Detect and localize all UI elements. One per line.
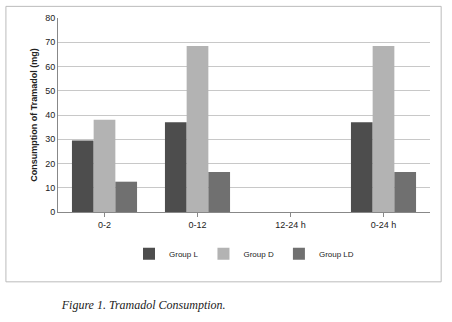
svg-text:Group L: Group L [169, 250, 198, 259]
svg-text:0-2: 0-2 [98, 220, 111, 230]
svg-text:70: 70 [45, 37, 55, 47]
svg-text:30: 30 [45, 134, 55, 144]
svg-text:0-12: 0-12 [188, 220, 206, 230]
svg-text:Group D: Group D [243, 250, 273, 259]
svg-text:Group LD: Group LD [319, 250, 354, 259]
svg-text:Consumption of Tramadol (mg): Consumption of Tramadol (mg) [29, 48, 39, 182]
svg-text:40: 40 [45, 110, 55, 120]
svg-text:60: 60 [45, 62, 55, 72]
svg-text:0: 0 [50, 207, 55, 217]
svg-text:10: 10 [45, 183, 55, 193]
svg-text:0-24 h: 0-24 h [371, 220, 397, 230]
svg-text:12-24 h: 12-24 h [275, 220, 306, 230]
svg-text:Figure 1. Tramadol Consumption: Figure 1. Tramadol Consumption. [61, 298, 226, 312]
svg-text:20: 20 [45, 159, 55, 169]
svg-text:80: 80 [45, 13, 55, 23]
svg-text:50: 50 [45, 86, 55, 96]
